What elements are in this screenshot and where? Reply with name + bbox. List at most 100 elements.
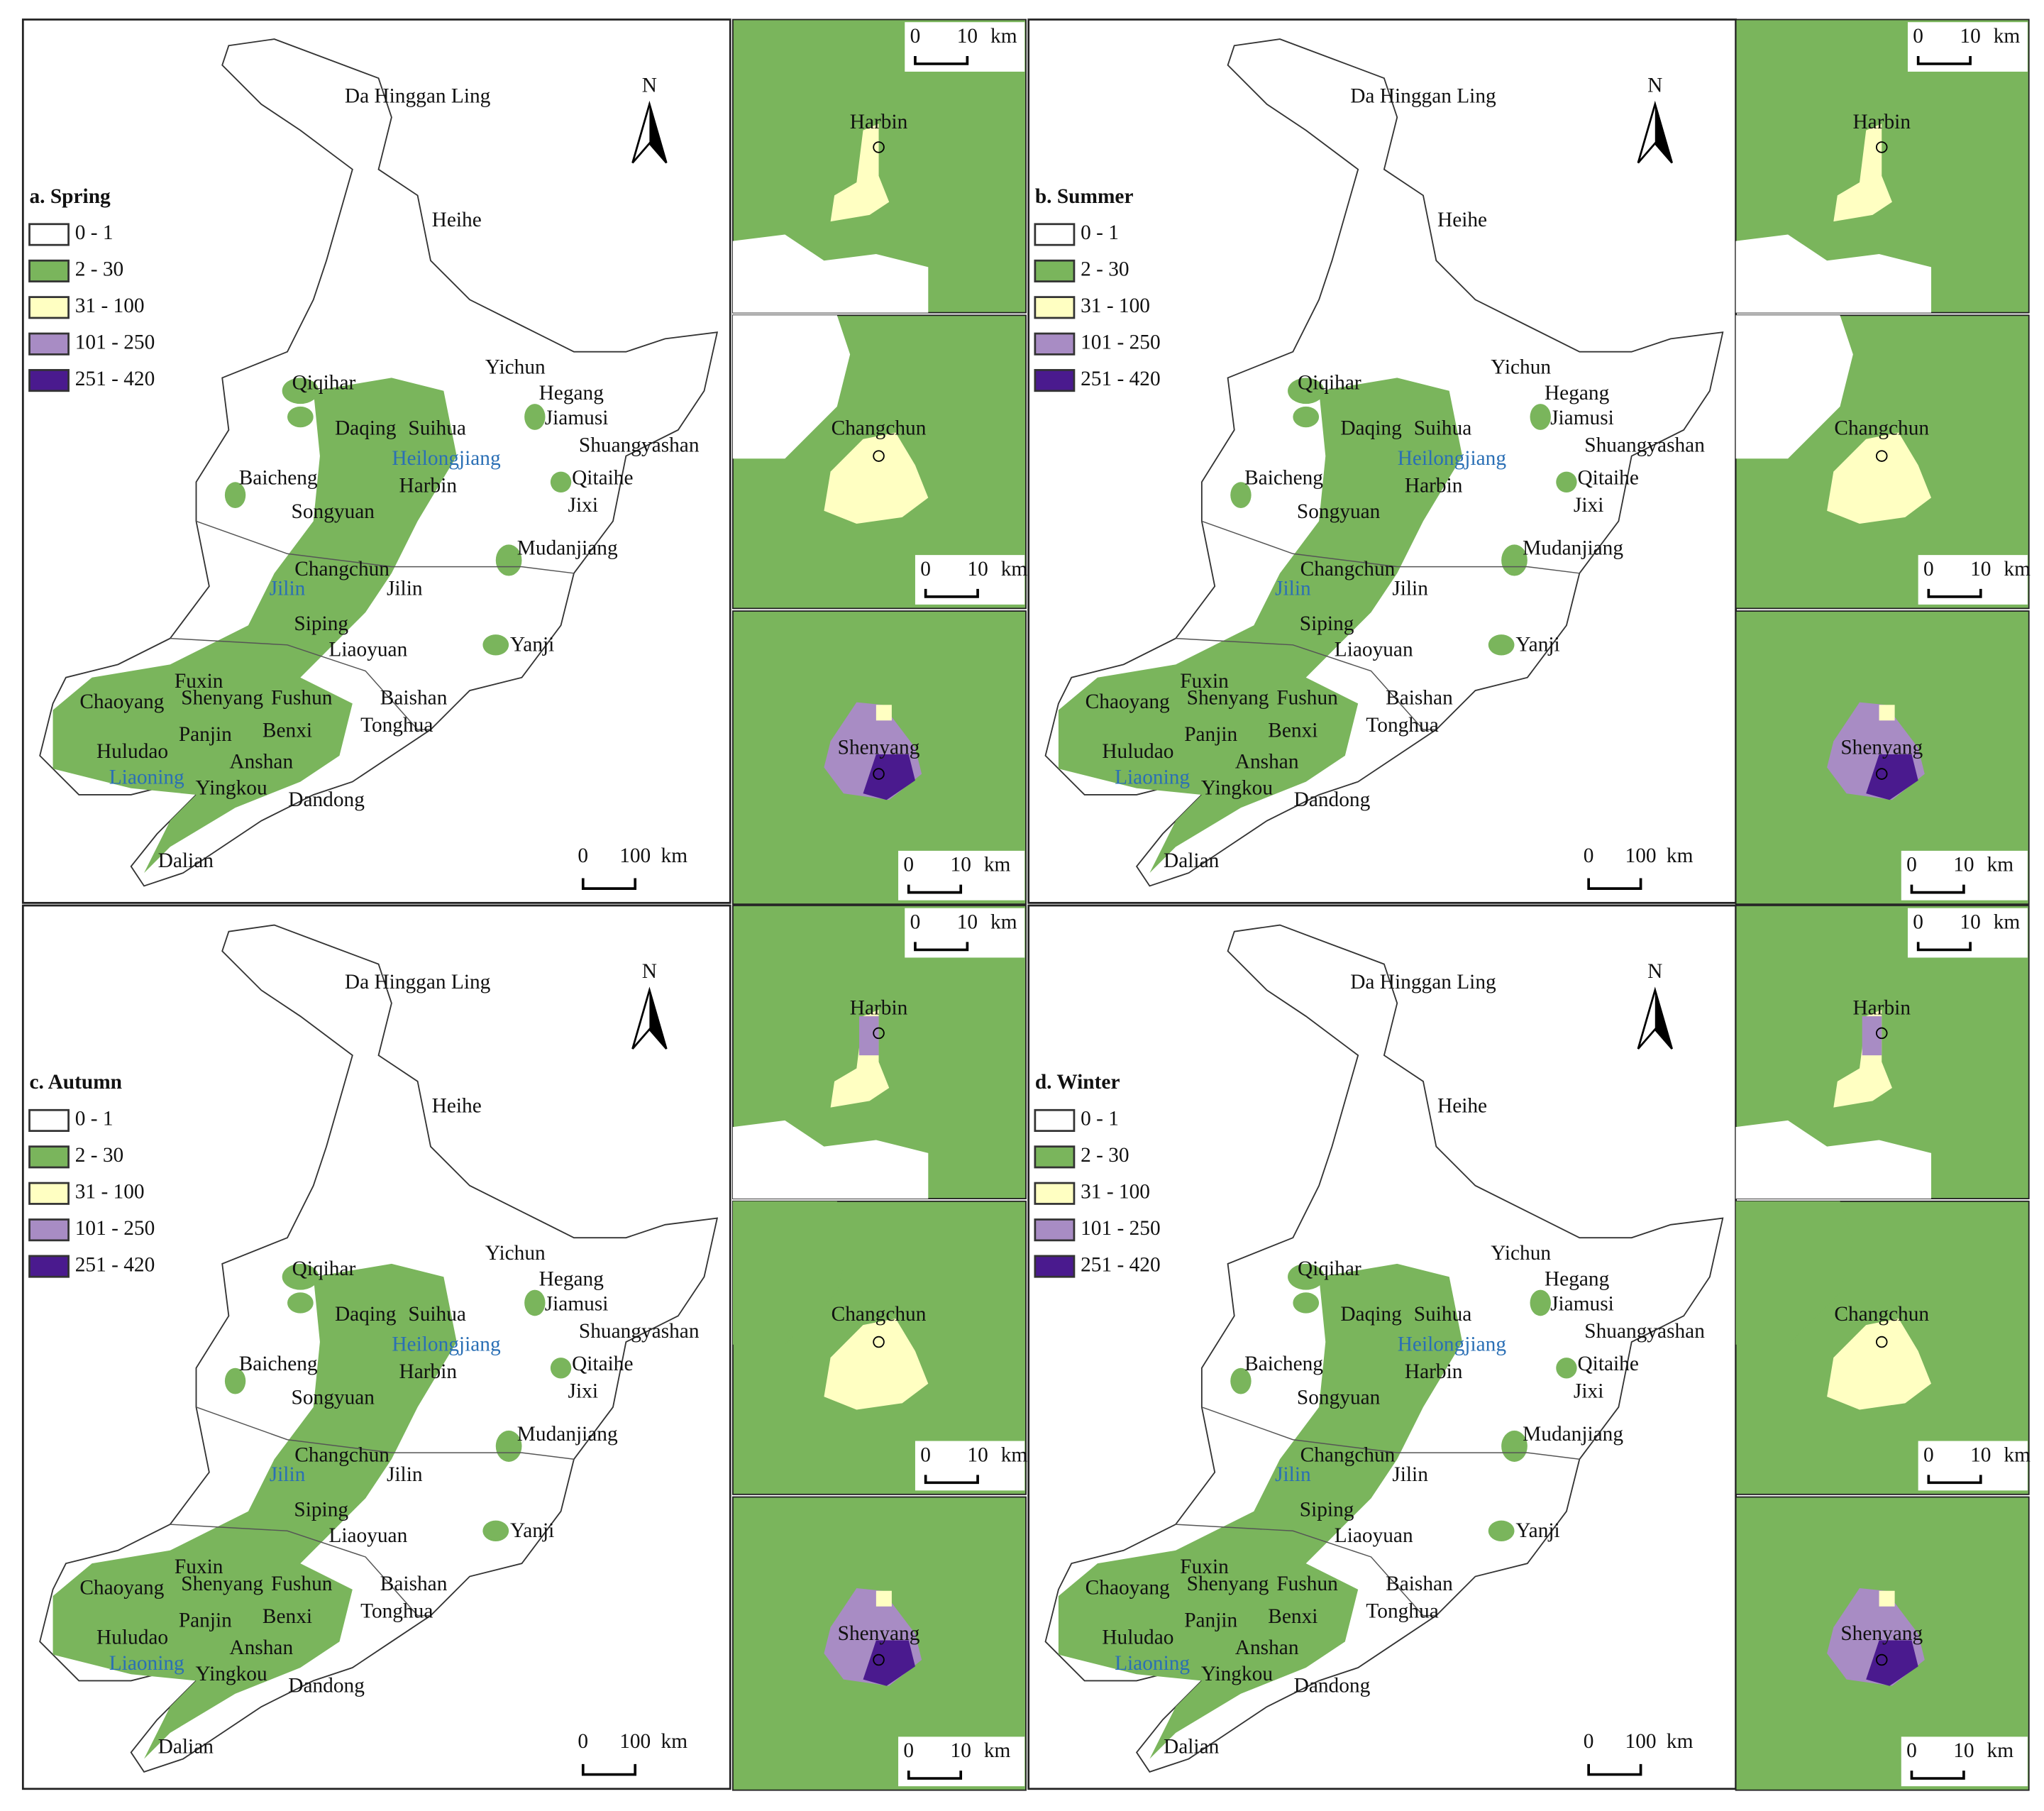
city-label: Qiqihar [292,1257,356,1280]
city-label: Yingkou [1201,776,1273,799]
city-label: Shenyang [1187,687,1269,710]
city-label: Tonghua [360,1600,433,1623]
city-label: Yichun [485,1242,546,1265]
scale-label: 100 [1625,844,1657,867]
city-label: Liaoyuan [328,1524,407,1547]
city-marker [873,768,885,780]
density-area [550,471,572,492]
scale-label: km [990,910,1017,933]
scale-label: 0 [1913,910,1923,933]
inset-map: Shenyang 0 10 km [1735,1496,2030,1791]
legend-label: 101 - 250 [1081,1217,1161,1240]
province-border [170,1524,431,1617]
density-area [1230,482,1252,509]
scale-bar [924,1475,979,1485]
city-label: Harbin [1405,474,1463,497]
province-label: Liaoning [109,766,184,789]
province-border [170,637,431,730]
province-border [1201,1407,1580,1460]
city-label: Jixi [1574,1380,1603,1402]
legend-label: 31 - 100 [75,295,145,317]
legend-swatch [28,1108,70,1132]
city-label: Siping [294,612,348,635]
scale-label: km [1001,558,1028,580]
city-label: Dandong [1294,1674,1371,1697]
legend-label: 101 - 250 [1081,331,1161,353]
legend-swatch [28,1145,70,1169]
scale-label: 0 [1906,1739,1917,1762]
north-label: N [1647,75,1662,97]
density-area [524,1289,546,1316]
city-label: Huludao [1102,1626,1173,1648]
scale-label: km [1994,910,2021,933]
city-label: Mudanjiang [1523,1423,1623,1446]
inset-area [830,123,890,222]
city-label: Benxi [1268,720,1317,742]
city-label: Yichun [1491,356,1551,378]
city-label: Qitaihe [572,1353,633,1375]
scale-label: km [661,844,688,867]
inset-area [1735,315,1853,459]
city-label: Huludao [1102,740,1173,763]
scale-bar [1910,884,1965,894]
city-label: Jiamusi [1550,1292,1614,1315]
inset-area [859,1016,879,1056]
inset-area [1827,432,1932,524]
scale-label: 10 [957,910,978,933]
density-area [1058,1263,1463,1759]
inset-city-label: Changchun [832,417,927,440]
city-label: Changchun [294,1443,390,1466]
city-marker [1875,1027,1888,1040]
density-area [224,482,246,509]
density-area [1530,1289,1551,1316]
legend-swatch [28,259,70,282]
scale-label: km [1667,1730,1694,1753]
inset-city-label: Shenyang [1840,1622,1923,1645]
legend-swatch [1034,1255,1076,1278]
city-label: Qiqihar [1298,1257,1361,1280]
scale-bar [907,884,963,894]
city-label: Changchun [1300,1443,1396,1466]
inset-area [824,432,929,524]
city-label: Chaoyang [79,690,164,713]
province-border [196,1407,575,1460]
inset-area [1735,1120,1932,1199]
density-area [482,1520,509,1541]
city-marker [1875,141,1888,153]
legend-swatch [1034,1218,1076,1242]
city-label: Heihe [1437,209,1487,231]
density-area [287,406,314,428]
city-marker [873,141,885,153]
scale-bar [1916,942,1972,952]
north-label: N [642,960,657,983]
city-label: Qitaihe [1577,1353,1638,1375]
city-label: Baicheng [239,466,318,489]
scale-bar [1587,878,1642,890]
scale-label: 0 [910,25,921,48]
legend-label: 0 - 1 [75,1108,114,1130]
city-label: Mudanjiang [517,537,618,560]
city-marker [1875,1653,1888,1666]
city-label: Baicheng [1244,466,1323,489]
city-label: Heihe [432,1094,482,1117]
scale-label: 0 [1584,844,1594,867]
north-label: N [642,75,657,97]
city-marker [873,450,885,462]
city-label: Yichun [1491,1242,1551,1265]
city-label: Yanji [1515,1519,1559,1542]
city-label: Harbin [1405,1360,1463,1383]
scale-bar [1587,1763,1642,1776]
legend-swatch [28,369,70,392]
legend-label: 31 - 100 [1081,295,1150,317]
city-marker [1875,768,1888,780]
scale-label: 10 [1970,1443,1991,1466]
legend-label: 2 - 30 [75,1144,124,1167]
legend-label: 2 - 30 [1081,258,1129,281]
scale-label: km [984,1739,1011,1762]
inset-area [732,1120,929,1199]
inset-area [732,234,929,313]
province-label: Jilin [1275,1463,1311,1486]
city-label: Suihua [408,417,466,440]
density-area [1488,634,1515,656]
inset-area [1879,705,1895,721]
